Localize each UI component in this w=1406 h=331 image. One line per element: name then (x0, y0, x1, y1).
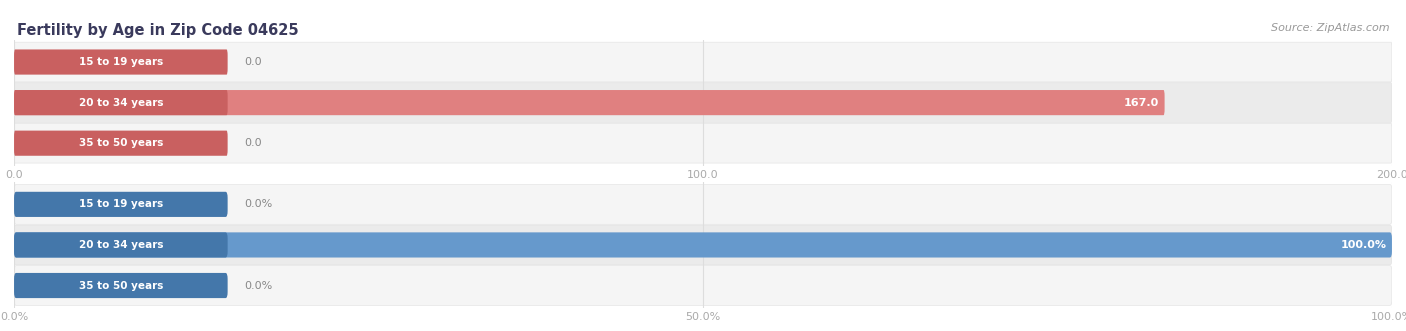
Text: Source: ZipAtlas.com: Source: ZipAtlas.com (1271, 23, 1389, 33)
Text: 0.0: 0.0 (245, 57, 262, 67)
Text: 100.0%: 100.0% (1340, 240, 1386, 250)
Text: 15 to 19 years: 15 to 19 years (79, 199, 163, 210)
Text: 20 to 34 years: 20 to 34 years (79, 240, 163, 250)
FancyBboxPatch shape (14, 131, 228, 156)
FancyBboxPatch shape (14, 225, 1392, 265)
Text: Fertility by Age in Zip Code 04625: Fertility by Age in Zip Code 04625 (17, 23, 298, 38)
FancyBboxPatch shape (14, 232, 228, 258)
Text: 15 to 19 years: 15 to 19 years (79, 57, 163, 67)
Text: 167.0: 167.0 (1123, 98, 1159, 108)
FancyBboxPatch shape (14, 42, 1392, 82)
Text: 35 to 50 years: 35 to 50 years (79, 280, 163, 291)
FancyBboxPatch shape (14, 90, 228, 115)
Text: 0.0%: 0.0% (245, 280, 273, 291)
Text: 0.0%: 0.0% (245, 199, 273, 210)
Text: 20 to 34 years: 20 to 34 years (79, 98, 163, 108)
FancyBboxPatch shape (14, 273, 228, 298)
FancyBboxPatch shape (14, 123, 1392, 163)
FancyBboxPatch shape (14, 266, 1392, 306)
FancyBboxPatch shape (14, 83, 1392, 122)
FancyBboxPatch shape (14, 184, 1392, 224)
FancyBboxPatch shape (14, 232, 1392, 258)
FancyBboxPatch shape (14, 192, 228, 217)
FancyBboxPatch shape (14, 90, 1164, 115)
Text: 35 to 50 years: 35 to 50 years (79, 138, 163, 148)
Text: 0.0: 0.0 (245, 138, 262, 148)
FancyBboxPatch shape (14, 49, 228, 74)
